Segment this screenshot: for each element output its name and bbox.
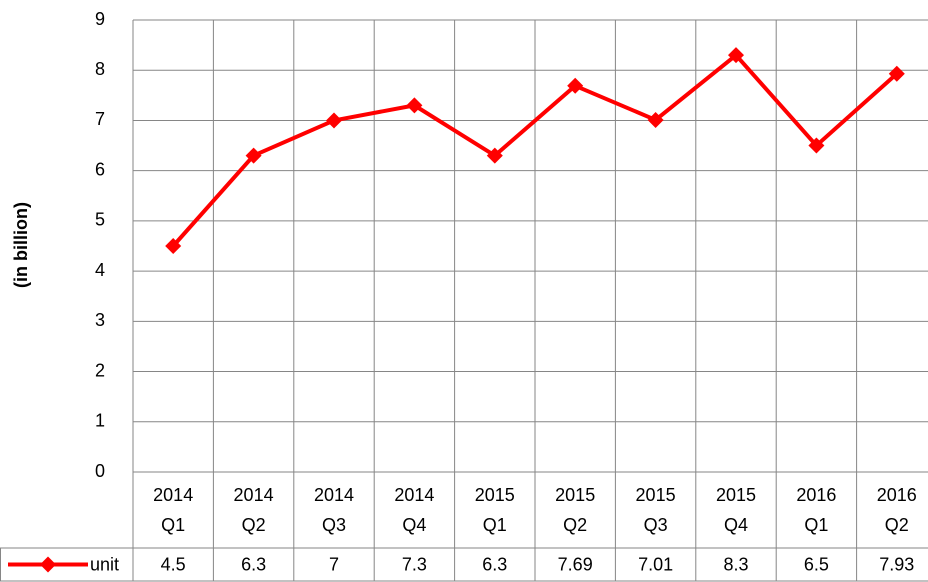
line (171, 53, 899, 248)
table-value: 7.93 (879, 554, 914, 574)
x-tick-label-box: 2015 Q1 (474, 485, 515, 535)
legend-label: unit (90, 554, 119, 574)
x-tick-label-box: 2015 Q4 (715, 485, 756, 535)
table-value: 4.5 (161, 554, 186, 574)
marker (808, 137, 825, 154)
y-tick-label: 9 (95, 9, 105, 29)
x-tick-label: 2014 Q2 (233, 485, 274, 535)
x-tick-label: 2014 Q3 (313, 485, 354, 535)
marker (245, 147, 262, 164)
x-tick-label: 2016 Q1 (796, 485, 837, 535)
x-tick-label: 2015 Q3 (635, 485, 676, 535)
x-tick-label-box: 2015 Q3 (635, 485, 676, 535)
x-tick-label-box: 2015 Q2 (555, 485, 596, 535)
x-tick-label: 2016 Q2 (876, 485, 917, 535)
table-value: 6.5 (804, 554, 829, 574)
table-value: 7 (329, 554, 339, 574)
table-value: 6.3 (241, 554, 266, 574)
table-value: 7.69 (558, 554, 593, 574)
marker (40, 556, 56, 573)
table-value: 6.3 (482, 554, 507, 574)
x-tick-label-box: 2014 Q2 (233, 485, 274, 535)
table-value: 8.3 (723, 554, 748, 574)
marker (486, 147, 503, 164)
y-tick-label: 3 (95, 310, 105, 330)
x-tick-label: 2015 Q4 (715, 485, 756, 535)
x-tick-label: 2015 Q1 (474, 485, 515, 535)
marker (165, 238, 182, 254)
marker (647, 111, 664, 128)
table-value: 7.3 (402, 554, 427, 574)
marker (728, 47, 744, 64)
y-tick-label: 0 (95, 461, 105, 481)
x-tick-label: 2015 Q2 (555, 485, 596, 535)
x-tick-label: 2014 Q4 (394, 485, 435, 535)
y-tick-label: 4 (95, 260, 105, 280)
x-tick-label-box: 2014 Q1 (153, 485, 194, 535)
y-axis-label: (in billion) (11, 202, 31, 288)
y-tick-label: 6 (95, 159, 105, 179)
marker (567, 77, 584, 94)
x-tick-label: 2014 Q1 (153, 485, 194, 535)
y-tick-label: 8 (95, 59, 105, 79)
y-tick-label: 1 (95, 411, 105, 431)
marker (888, 65, 905, 82)
marker (326, 112, 342, 129)
y-tick-label: 7 (95, 109, 105, 129)
x-tick-label-box: 2016 Q1 (796, 485, 837, 535)
table-value: 7.01 (638, 554, 673, 574)
marker (406, 97, 423, 114)
x-tick-label-box: 2016 Q2 (876, 485, 917, 535)
x-tick-label-box: 2014 Q3 (313, 485, 354, 535)
y-tick-label: 2 (95, 360, 105, 380)
x-tick-label-box: 2014 Q4 (394, 485, 435, 535)
y-tick-label: 5 (95, 210, 105, 230)
